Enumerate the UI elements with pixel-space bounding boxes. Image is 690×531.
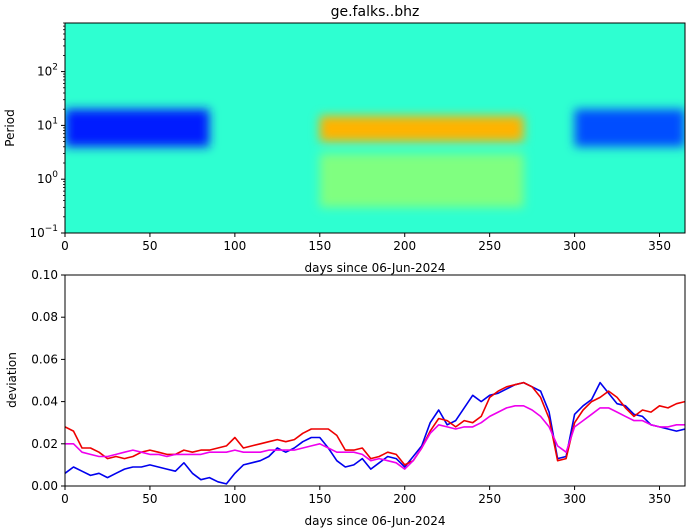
x-tick-label: 50 [142, 239, 157, 253]
x-tick-label: 50 [142, 492, 157, 506]
series-line-1 [65, 381, 685, 466]
x-tick-label: 250 [478, 239, 501, 253]
bottom-y-axis-label: deviation [5, 352, 19, 408]
x-tick-label: 350 [648, 239, 671, 253]
series-line-0 [65, 381, 685, 485]
heatmap-feature-2 [319, 115, 524, 142]
y-tick-label: 0.08 [31, 310, 58, 324]
y-tick-label: 0.06 [31, 352, 58, 366]
chart-title: ge.falks..bhz [331, 4, 420, 20]
x-tick-label: 200 [393, 239, 416, 253]
top-y-axis-label: Period [3, 109, 17, 146]
bottom-x-ticks: 0 50 100 150 200 250 300 350 [61, 486, 671, 506]
x-tick-label: 350 [648, 492, 671, 506]
y-tick-label: 102 [37, 63, 58, 79]
y-tick-label: 0.02 [31, 437, 58, 451]
heatmap-area [65, 23, 685, 233]
bottom-x-axis-label: days since 06-Jun-2024 [304, 514, 445, 528]
x-tick-label: 200 [393, 492, 416, 506]
heatmap-feature-1 [574, 109, 685, 147]
heatmap-feature-3 [319, 153, 524, 208]
x-tick-label: 100 [223, 492, 246, 506]
x-tick-label: 0 [61, 239, 69, 253]
y-tick-label: 101 [37, 116, 58, 132]
bottom-y-ticks: 0.00 0.02 0.04 0.06 0.08 0.10 [31, 268, 65, 493]
series-line-2 [65, 404, 685, 470]
x-tick-label: 0 [61, 492, 69, 506]
top-x-axis-label: days since 06-Jun-2024 [304, 261, 445, 275]
y-tick-label: 0.10 [31, 268, 58, 282]
bottom-plot-frame [64, 274, 686, 487]
x-tick-label: 100 [223, 239, 246, 253]
top-y-ticks: 10−1 100 101 102 [29, 22, 65, 240]
top-x-ticks: 0 50 100 150 200 250 300 350 [61, 233, 671, 253]
y-tick-label: 0.04 [31, 395, 58, 409]
y-tick-label: 10−1 [29, 224, 58, 240]
x-tick-label: 150 [308, 239, 331, 253]
heatmap-feature-0 [65, 109, 210, 147]
y-tick-label: 0.00 [31, 479, 58, 493]
x-tick-label: 150 [308, 492, 331, 506]
heatmap-cells [65, 109, 685, 208]
x-tick-label: 300 [563, 492, 586, 506]
y-tick-label: 100 [37, 170, 58, 186]
x-tick-label: 250 [478, 492, 501, 506]
line-plot-area [65, 381, 685, 485]
x-tick-label: 300 [563, 239, 586, 253]
